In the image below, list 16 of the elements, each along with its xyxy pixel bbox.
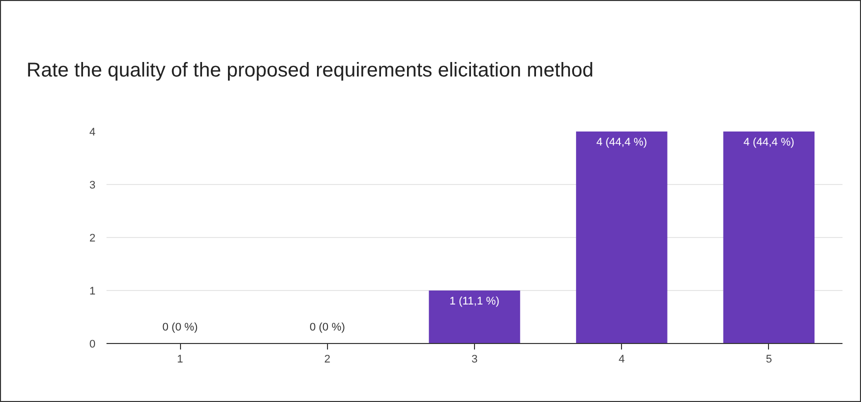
data-label: 1 (11,1 %) (450, 296, 500, 308)
x-tick-label: 5 (766, 354, 772, 366)
data-label: 4 (44,4 %) (596, 136, 648, 148)
chart-title: Rate the quality of the proposed requirements elicitation method (26, 60, 594, 82)
x-tick-label: 2 (324, 354, 330, 366)
x-tick-label: 3 (471, 354, 478, 366)
y-tick-label: 0 (89, 338, 96, 350)
y-tick-label: 2 (89, 232, 96, 244)
x-tick-label: 4 (618, 354, 625, 366)
data-label: 4 (44,4 %) (744, 136, 794, 148)
data-label: 0 (0 %) (162, 322, 198, 334)
x-tick-label: 1 (177, 354, 184, 366)
y-tick-label: 3 (89, 180, 96, 192)
y-tick-label: 4 (89, 126, 96, 138)
data-label: 0 (0 %) (310, 322, 346, 334)
y-tick-label: 1 (89, 286, 96, 298)
